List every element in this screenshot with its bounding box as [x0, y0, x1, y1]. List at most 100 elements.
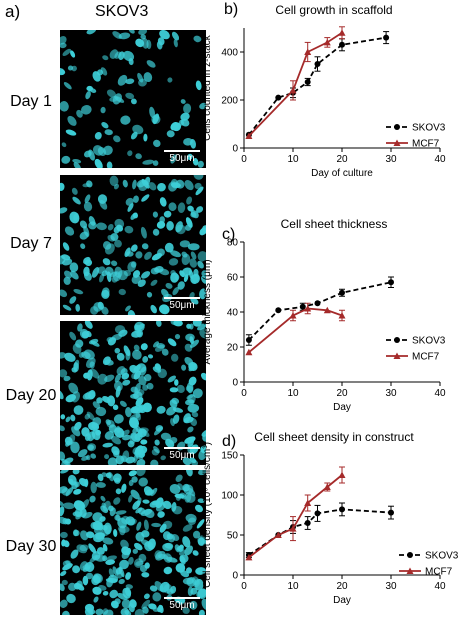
nucleus — [186, 394, 194, 400]
nucleus — [102, 609, 114, 615]
legend-label: SKOV3 — [412, 336, 446, 347]
nucleus — [92, 401, 101, 409]
x-axis-label: Day — [333, 595, 351, 606]
nucleus — [169, 484, 181, 494]
series-line-skov3 — [248, 36, 387, 136]
nucleus — [199, 288, 206, 300]
nucleus — [68, 434, 76, 445]
nucleus — [201, 275, 206, 284]
nucleus — [136, 521, 142, 531]
nucleus — [175, 563, 186, 573]
nucleus — [109, 589, 119, 599]
nucleus — [70, 441, 80, 454]
nucleus — [149, 585, 158, 592]
nucleus — [177, 281, 185, 290]
nucleus — [80, 530, 89, 541]
nucleus — [141, 572, 150, 578]
nucleus — [78, 352, 85, 358]
nucleus — [190, 251, 197, 260]
data-point — [275, 94, 282, 101]
nucleus — [191, 411, 199, 418]
nucleus — [72, 158, 82, 164]
nucleus — [73, 288, 84, 295]
nucleus — [160, 432, 172, 441]
nucleus — [179, 554, 189, 563]
nucleus — [163, 210, 172, 218]
nucleus — [125, 78, 135, 85]
nucleus — [88, 543, 97, 554]
data-point — [245, 132, 253, 139]
nucleus — [153, 139, 161, 148]
nucleus — [65, 487, 74, 497]
nucleus — [166, 588, 174, 595]
nucleus — [154, 363, 162, 371]
nucleus — [125, 92, 135, 100]
nucleus — [98, 584, 107, 591]
nucleus — [135, 411, 141, 421]
nucleus — [104, 243, 115, 255]
nucleus — [61, 579, 68, 586]
nucleus — [61, 142, 67, 148]
nucleus — [197, 260, 204, 269]
nucleus — [172, 505, 183, 515]
x-axis-label: Day — [333, 402, 351, 413]
nucleus — [135, 507, 143, 514]
nucleus — [153, 446, 160, 454]
nucleus — [115, 488, 122, 495]
nucleus — [96, 222, 107, 231]
nucleus — [114, 325, 126, 334]
nucleus — [104, 129, 113, 136]
nucleus — [119, 400, 127, 408]
nucleus — [127, 150, 133, 157]
data-point — [245, 337, 252, 343]
nucleus — [63, 82, 72, 90]
nucleus — [86, 30, 97, 35]
nucleus — [64, 226, 75, 236]
nucleus — [125, 197, 134, 206]
nucleus — [151, 522, 161, 528]
nucleus — [187, 153, 193, 161]
nucleus — [125, 349, 131, 361]
nucleus — [116, 352, 125, 361]
nucleus — [87, 443, 97, 452]
nucleus — [106, 420, 115, 428]
nucleus — [142, 159, 155, 165]
nucleus — [134, 445, 144, 456]
nucleus — [179, 240, 191, 248]
series-line-mcf7 — [248, 474, 343, 559]
nucleus — [79, 328, 89, 339]
nucleus — [100, 106, 106, 114]
nucleus — [159, 197, 167, 207]
nucleus — [125, 407, 132, 418]
nucleus — [152, 607, 160, 612]
nucleus — [185, 217, 193, 228]
nucleus — [108, 574, 119, 584]
nucleus — [146, 382, 154, 390]
nucleus — [141, 530, 150, 538]
scale-label: 50μm — [169, 450, 195, 461]
data-point — [304, 48, 312, 55]
nucleus — [101, 122, 109, 129]
x-tick-label: 20 — [336, 581, 348, 592]
nucleus — [77, 449, 88, 458]
day-label-7: Day 7 — [10, 235, 52, 252]
nucleus — [63, 276, 71, 285]
nucleus — [183, 103, 192, 114]
data-point — [338, 29, 346, 36]
nucleus — [200, 372, 206, 381]
nucleus — [81, 427, 90, 437]
nucleus — [87, 608, 96, 615]
nucleus — [123, 50, 135, 62]
micrograph-day-30: 50μm — [60, 470, 206, 615]
nucleus — [197, 498, 205, 504]
nucleus — [89, 495, 96, 503]
x-tick-label: 10 — [287, 581, 299, 592]
nucleus — [135, 251, 143, 259]
nucleus — [187, 205, 194, 212]
nucleus — [132, 179, 137, 190]
micro-title: SKOV3 — [95, 3, 149, 20]
nucleus — [170, 353, 179, 362]
nucleus — [122, 379, 131, 386]
nucleus — [152, 113, 160, 125]
nucleus — [64, 352, 76, 362]
